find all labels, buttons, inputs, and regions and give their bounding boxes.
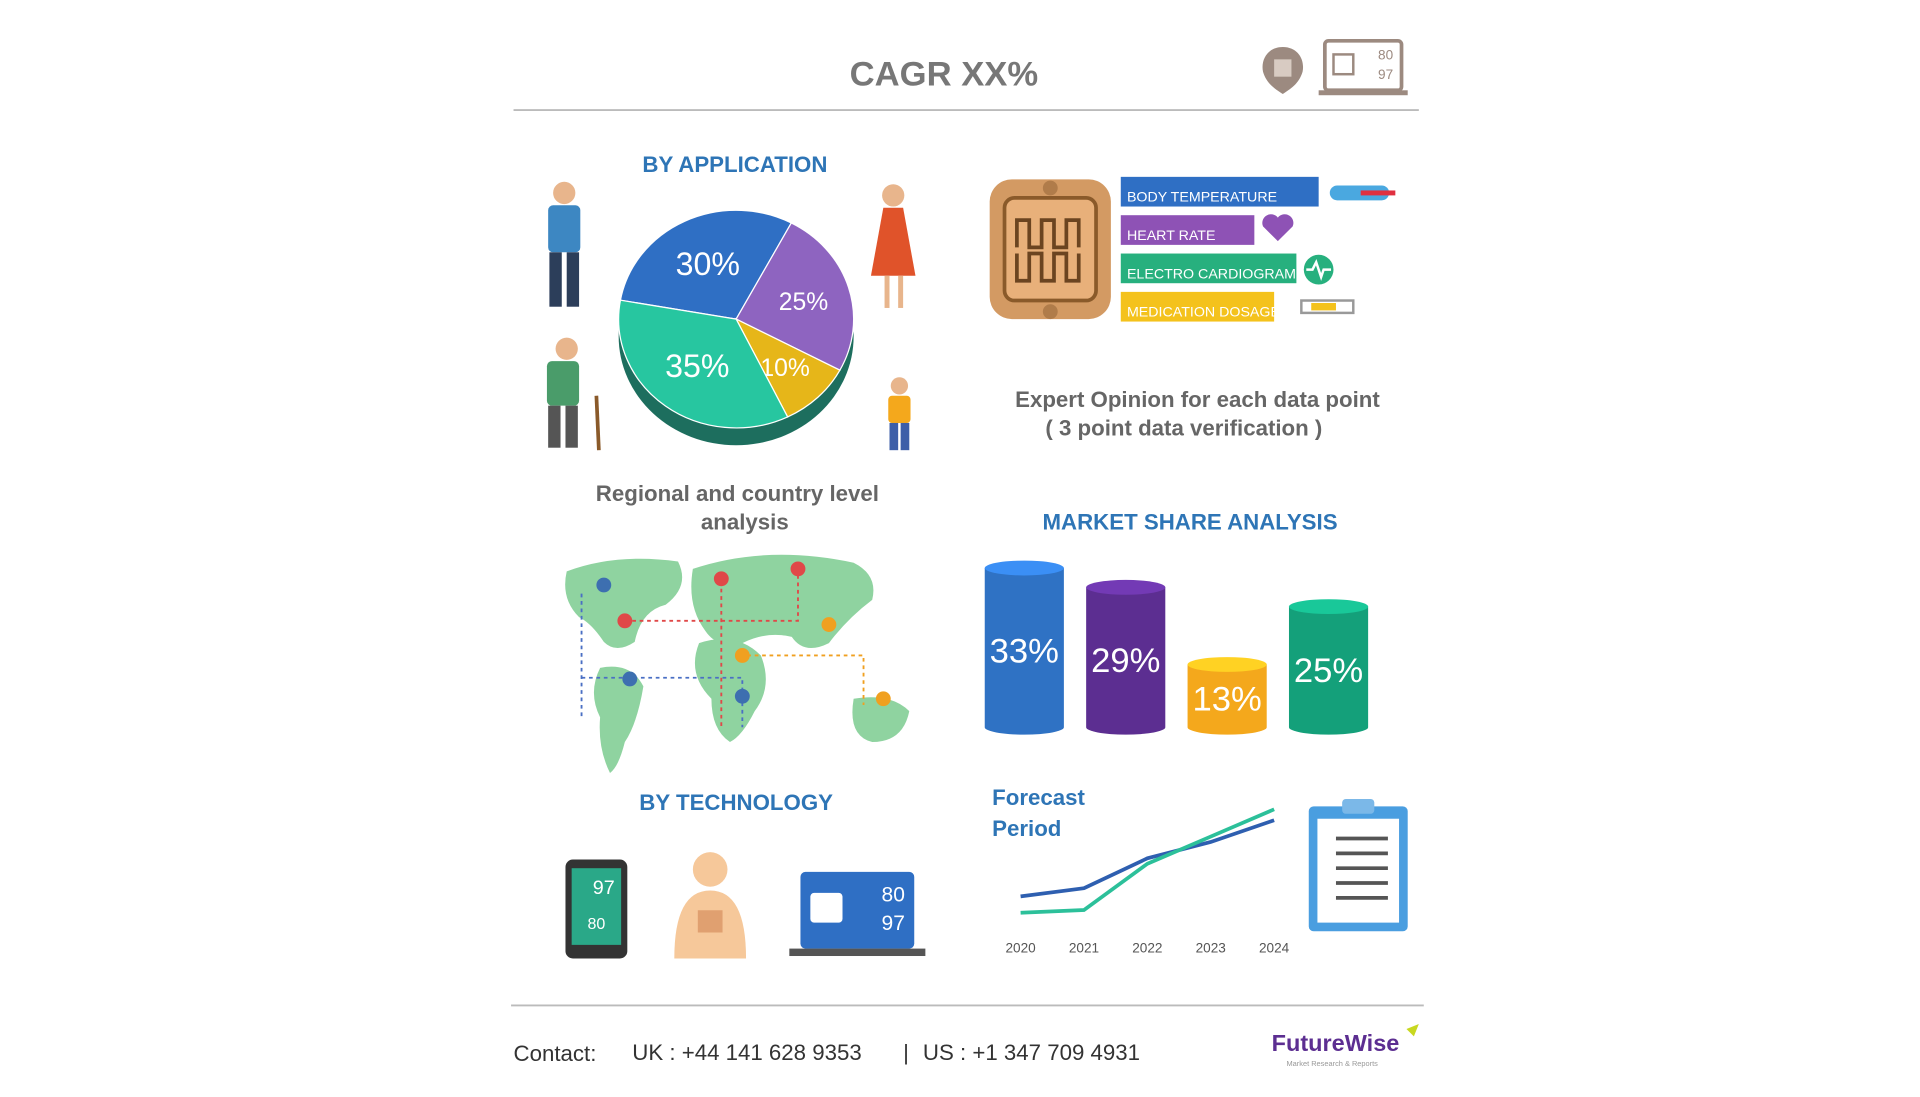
- pie-slice: [619, 209, 793, 320]
- sensor-label: HEART RATE: [1127, 228, 1216, 244]
- x-tick-label: 2021: [1069, 940, 1099, 955]
- cylinder: [1288, 606, 1369, 735]
- section-title: BY TECHNOLOGY: [639, 790, 833, 815]
- monitor-value: 97: [1378, 67, 1393, 82]
- phone-device: 97 80: [565, 859, 628, 959]
- regional-text: Regional and country level: [596, 481, 879, 506]
- clipboard-icon: [1308, 798, 1408, 932]
- regional-text: analysis: [701, 509, 789, 534]
- world-map: [565, 554, 910, 773]
- contact-uk: UK : +44 141 628 9353: [632, 1040, 862, 1065]
- cylinder-top: [1187, 657, 1267, 672]
- logo-mark: [1406, 1024, 1419, 1037]
- sensor-tag: [1120, 253, 1297, 284]
- device-value: 80: [587, 915, 605, 933]
- section-title: MARKET SHARE ANALYSIS: [1043, 509, 1338, 534]
- device-value: 80: [882, 884, 905, 907]
- contact-separator: |: [903, 1040, 909, 1065]
- person-woman: [870, 184, 916, 308]
- cylinder-top: [984, 560, 1064, 576]
- map-pins: [596, 561, 891, 707]
- bar-label: 25%: [1294, 652, 1363, 690]
- pie-label: 30%: [676, 246, 740, 282]
- line-series: [1020, 818, 1275, 899]
- pie-slice: [734, 317, 841, 418]
- cylinder-top: [1086, 579, 1166, 595]
- pie-label: 25%: [779, 289, 828, 316]
- person-child: [888, 377, 911, 451]
- body-device: [674, 852, 747, 959]
- cylinder: [984, 568, 1064, 735]
- logo: FutureWise: [1272, 1030, 1400, 1056]
- bar-label: 13%: [1192, 681, 1261, 719]
- contact-label: Contact:: [514, 1041, 597, 1066]
- logo-tagline: Market Research & Reports: [1287, 1059, 1379, 1068]
- sensor-label: ELECTRO CARDIOGRAM: [1127, 266, 1296, 282]
- cylinder-top: [1288, 599, 1369, 615]
- expert-text: ( 3 point data verification ): [1045, 415, 1322, 440]
- bar-label: 29%: [1091, 642, 1160, 680]
- sensor-label: MEDICATION DOSAGE: [1127, 305, 1280, 321]
- sensor-tag: [1120, 291, 1275, 322]
- sensor-icons: [1262, 185, 1396, 315]
- sensor-tag: [1120, 215, 1255, 245]
- sensor-label: BODY TEMPERATURE: [1127, 190, 1277, 206]
- x-tick-label: 2023: [1196, 940, 1226, 955]
- monitor-icon: 80 97: [1318, 38, 1408, 96]
- bar-label: 33%: [990, 632, 1059, 670]
- person-man: [548, 181, 581, 307]
- section-title: BY APPLICATION: [642, 152, 827, 177]
- monitor-value: 80: [1378, 47, 1394, 62]
- line-series: [1020, 807, 1275, 915]
- title: CAGR XX%: [850, 55, 1038, 93]
- section-title: Forecast Period: [992, 785, 1085, 841]
- cylinder: [1086, 587, 1166, 735]
- pie-slice: [618, 299, 789, 429]
- device-value: 97: [593, 877, 615, 899]
- pie-label: 35%: [665, 348, 729, 384]
- contact-us: US : +1 347 709 4931: [923, 1040, 1140, 1065]
- laptop-device: 80 97: [789, 871, 926, 957]
- person-elder: [546, 337, 601, 451]
- device-value: 97: [882, 912, 905, 935]
- sensor-chip: [989, 179, 1111, 320]
- x-tick-label: 2020: [1005, 940, 1036, 955]
- wearable-icon: [1262, 46, 1304, 94]
- x-tick-label: 2024: [1259, 940, 1290, 955]
- expert-text: Expert Opinion for each data point: [1015, 387, 1380, 412]
- sensor-tag: [1120, 176, 1319, 207]
- pie-label: 10%: [760, 355, 809, 382]
- cylinder: [1187, 664, 1267, 735]
- x-tick-label: 2022: [1132, 940, 1162, 955]
